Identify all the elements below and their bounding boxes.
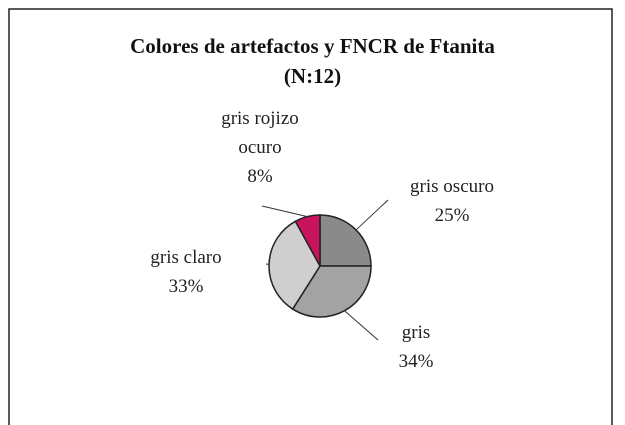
leader-line — [355, 199, 389, 231]
pie-slice — [294, 214, 321, 267]
slice-label: gris oscuro — [410, 176, 494, 197]
frame — [8, 8, 613, 425]
slice-value-label: 33% — [168, 276, 204, 297]
slice-value-label: 34% — [398, 351, 434, 372]
slice-label: gris — [401, 322, 431, 343]
slice-value-label: 25% — [434, 205, 470, 226]
slice-label: gris rojizo ocuro — [221, 108, 299, 158]
chart-subtitle: (N:12) — [283, 64, 342, 88]
chart-title: Colores de artefactos y FNCR de Ftanita — [130, 34, 495, 58]
slice-label: gris claro — [150, 247, 222, 268]
slice-value-label: 8% — [247, 166, 273, 187]
leader-line — [261, 205, 308, 218]
leader-line — [344, 310, 379, 341]
